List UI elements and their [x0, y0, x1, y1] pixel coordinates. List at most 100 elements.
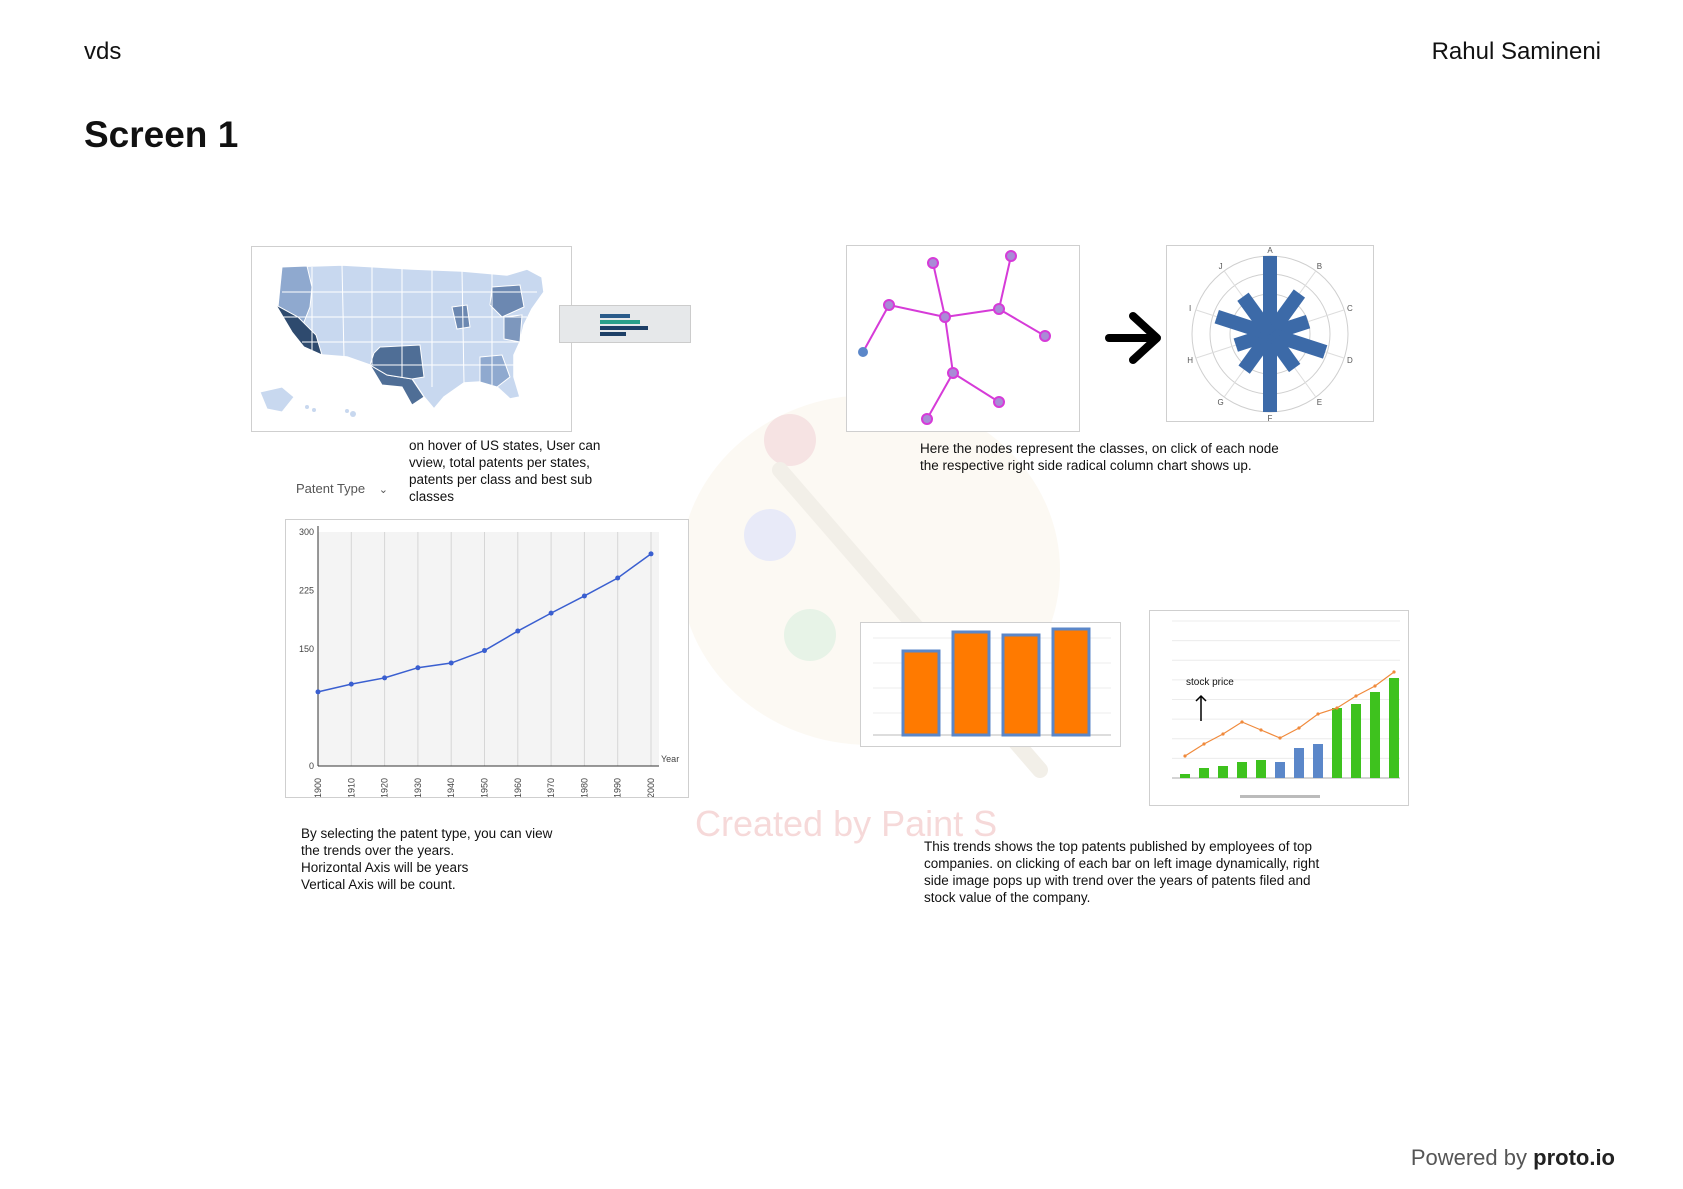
- x-tick-label: 2000: [646, 778, 656, 797]
- stock-point: [1392, 670, 1395, 673]
- arrow-right-icon: [1105, 308, 1167, 368]
- us-choropleth-map[interactable]: [252, 247, 571, 431]
- network-node[interactable]: [994, 397, 1004, 407]
- company-caption: This trends shows the top patents publis…: [924, 838, 1364, 906]
- page-title: Screen 1: [84, 114, 238, 156]
- trend-point: [415, 665, 420, 670]
- trend-point: [615, 576, 620, 581]
- network-svg[interactable]: [847, 246, 1079, 431]
- proto-io-logo: proto.io: [1533, 1145, 1615, 1170]
- patent-count-bar: [1370, 692, 1380, 778]
- x-tick-label: 1900: [313, 778, 323, 797]
- stock-point: [1373, 684, 1376, 687]
- patent-type-label: Patent Type: [296, 481, 365, 496]
- y-tick-label: 0: [309, 761, 314, 771]
- arrow-up-icon: [1194, 693, 1208, 723]
- trend-caption: By selecting the patent type, you can vi…: [301, 825, 601, 893]
- trend-point: [349, 682, 354, 687]
- trend-point: [582, 593, 587, 598]
- patent-count-bar: [1256, 760, 1266, 778]
- radial-label: J: [1219, 262, 1223, 271]
- patent-count-bar: [1275, 762, 1285, 778]
- stock-price-label: stock price: [1186, 677, 1234, 688]
- stock-point: [1335, 706, 1338, 709]
- project-name: vds: [84, 38, 121, 66]
- radial-label: E: [1317, 398, 1322, 407]
- patent-count-bar: [1294, 748, 1304, 778]
- patent-count-bar: [1180, 774, 1190, 778]
- radial-column-chart[interactable]: A B C D E F G H I J: [1166, 245, 1374, 422]
- stock-point: [1316, 712, 1319, 715]
- stock-point: [1183, 754, 1186, 757]
- radial-label: A: [1267, 246, 1273, 255]
- network-node[interactable]: [858, 347, 868, 357]
- network-node[interactable]: [922, 414, 932, 424]
- chevron-down-icon: ⌄: [379, 484, 388, 496]
- powered-prefix: Powered by: [1411, 1145, 1527, 1170]
- x-tick-label: 1990: [613, 778, 623, 797]
- powered-by[interactable]: Powered by proto.io: [1411, 1145, 1615, 1171]
- x-tick-label: 1910: [346, 778, 356, 797]
- network-node[interactable]: [884, 300, 894, 310]
- network-node[interactable]: [994, 304, 1004, 314]
- patent-count-bar: [1199, 768, 1209, 778]
- radial-label: H: [1187, 356, 1193, 365]
- patent-count-bar: [1389, 678, 1399, 778]
- y-tick-label: 150: [299, 644, 314, 654]
- stock-point: [1278, 736, 1281, 739]
- patent-trend-chart[interactable]: 3002251500190019101920193019401950196019…: [285, 519, 689, 798]
- radial-label: D: [1347, 356, 1353, 365]
- stock-point: [1221, 732, 1224, 735]
- trend-point: [482, 648, 487, 653]
- network-node[interactable]: [928, 258, 938, 268]
- radial-label: B: [1317, 262, 1322, 271]
- trend-point: [549, 611, 554, 616]
- radial-label: G: [1218, 398, 1224, 407]
- map-tooltip: [559, 305, 691, 343]
- company-bar[interactable]: [953, 632, 989, 735]
- company-bar[interactable]: [1053, 629, 1089, 735]
- trend-point: [515, 629, 520, 634]
- x-tick-label: 1920: [380, 778, 390, 797]
- stock-point: [1240, 720, 1243, 723]
- stock-point: [1354, 694, 1357, 697]
- network-node[interactable]: [1040, 331, 1050, 341]
- stock-point: [1202, 742, 1205, 745]
- x-tick-label: 1960: [513, 778, 523, 797]
- trend-point: [382, 675, 387, 680]
- network-caption: Here the nodes represent the classes, on…: [920, 440, 1340, 474]
- stock-point: [1259, 728, 1262, 731]
- x-tick-label: 1970: [546, 778, 556, 797]
- patent-type-dropdown[interactable]: Patent Type ⌄: [296, 481, 388, 496]
- map-caption: on hover of US states, User can vview, t…: [409, 437, 639, 505]
- class-network-graph[interactable]: [846, 245, 1080, 432]
- y-tick-label: 225: [299, 586, 314, 596]
- trend-point: [449, 661, 454, 666]
- legend: [1240, 795, 1320, 798]
- trend-point: [316, 689, 321, 694]
- y-tick-label: 300: [299, 527, 314, 537]
- patent-count-bar: [1332, 708, 1342, 778]
- radial-label: F: [1268, 414, 1273, 421]
- company-patent-bar-chart[interactable]: [860, 622, 1121, 747]
- patent-count-bar: [1313, 744, 1323, 778]
- network-node[interactable]: [948, 368, 958, 378]
- x-tick-label: 1980: [579, 778, 589, 797]
- company-bar[interactable]: [903, 651, 939, 735]
- radial-label: C: [1347, 304, 1353, 313]
- patent-count-bar: [1218, 766, 1228, 778]
- x-axis-label: Year: [661, 754, 679, 764]
- stock-point: [1297, 726, 1300, 729]
- patent-count-bar: [1237, 762, 1247, 778]
- network-node[interactable]: [940, 312, 950, 322]
- patent-count-bar: [1351, 704, 1361, 778]
- x-tick-label: 1930: [413, 778, 423, 797]
- author-name: Rahul Samineni: [1432, 38, 1601, 66]
- company-bar[interactable]: [1003, 635, 1039, 735]
- us-map-panel[interactable]: [251, 246, 572, 432]
- network-node[interactable]: [1006, 251, 1016, 261]
- stock-patent-combo-chart[interactable]: stock price: [1149, 610, 1409, 806]
- radial-label: I: [1189, 304, 1191, 313]
- trend-point: [649, 551, 654, 556]
- x-tick-label: 1950: [480, 778, 490, 797]
